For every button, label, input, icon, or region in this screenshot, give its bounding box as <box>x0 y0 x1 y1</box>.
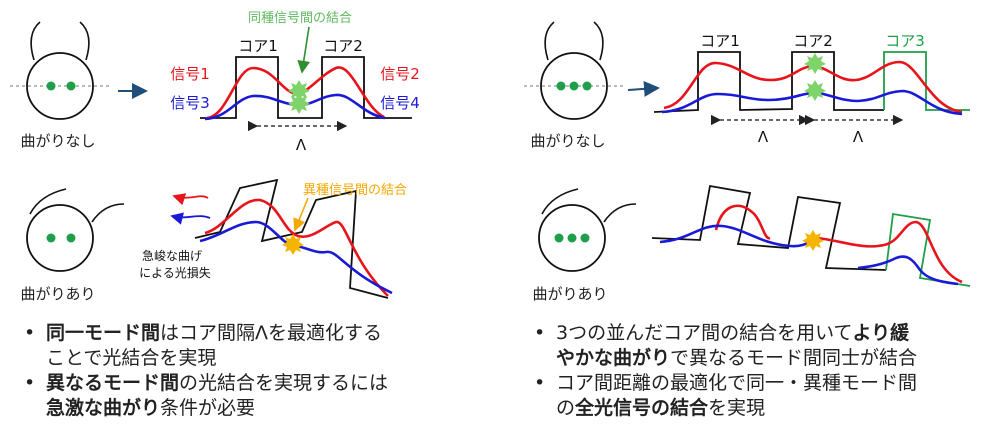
coupling-same-label: 同種信号間の結合 <box>248 10 352 26</box>
core2-label-left: コア2 <box>323 37 363 55</box>
core-dot <box>569 81 579 91</box>
signal-blue-curve <box>659 224 813 248</box>
lambda-label-right-1: Λ <box>758 128 769 146</box>
coupling-star-icon <box>282 234 304 255</box>
core-dot <box>66 81 76 91</box>
flow-arrow <box>627 80 660 97</box>
bend-label-right: 曲がりあり <box>532 285 607 303</box>
core2-label-right: コア2 <box>793 32 833 50</box>
callout-arrow-orange <box>293 197 309 232</box>
no-bend-label-left: 曲がりなし <box>20 132 95 150</box>
coupling-star-icon <box>288 93 310 114</box>
core1-label-left: コア1 <box>238 37 278 55</box>
core-dot <box>554 233 564 243</box>
signal-red-curve <box>204 198 389 297</box>
core-dot <box>46 81 56 91</box>
right-top-fiber <box>524 21 626 120</box>
loss-label-line1: 急峻な曲げ <box>142 248 202 263</box>
loss-arrow-blue <box>170 212 211 225</box>
signal-red-curve <box>714 204 771 240</box>
core3-label-right: コア3 <box>885 32 925 50</box>
lambda-label-right-2: Λ <box>853 128 864 146</box>
signal-red-curve <box>815 220 963 284</box>
left-top-fiber <box>10 21 112 120</box>
coupling-star-icon <box>288 80 310 101</box>
callout-arrow-green <box>297 26 311 74</box>
core-dot <box>46 233 56 243</box>
loss-arrow-red <box>172 193 209 206</box>
coupling-star-icon <box>802 230 824 251</box>
core-dot <box>556 81 566 91</box>
right-bottom-fiber <box>538 188 637 272</box>
coupling-diff-label: 異種信号間の結合 <box>303 182 407 198</box>
core1-label-right: コア1 <box>700 32 740 50</box>
signal2-label: 信号2 <box>380 65 420 83</box>
coupling-star-icon <box>804 80 826 101</box>
core-dot <box>567 233 577 243</box>
signal3-label: 信号3 <box>170 94 210 112</box>
no-bend-label-right: 曲がりなし <box>530 132 605 150</box>
right-bottom-profile <box>651 184 971 287</box>
left-bottom-fiber <box>26 188 125 272</box>
loss-label-line2: による光損失 <box>139 265 211 280</box>
signal-blue-curve <box>857 255 959 286</box>
signal1-label: 信号1 <box>170 65 210 83</box>
core-dot <box>582 81 592 91</box>
core-dot <box>66 233 76 243</box>
lambda-label-left: Λ <box>296 136 307 154</box>
bend-label-left: 曲がりあり <box>20 285 95 303</box>
core-dot <box>580 233 590 243</box>
diagram-svg: 曲がりなし 同種信号間の結合 コア1 コア2 信号1 信号3 信号2 信号4 Λ… <box>10 10 971 303</box>
signal4-label: 信号4 <box>380 94 420 112</box>
coupling-star-icon <box>804 53 826 74</box>
